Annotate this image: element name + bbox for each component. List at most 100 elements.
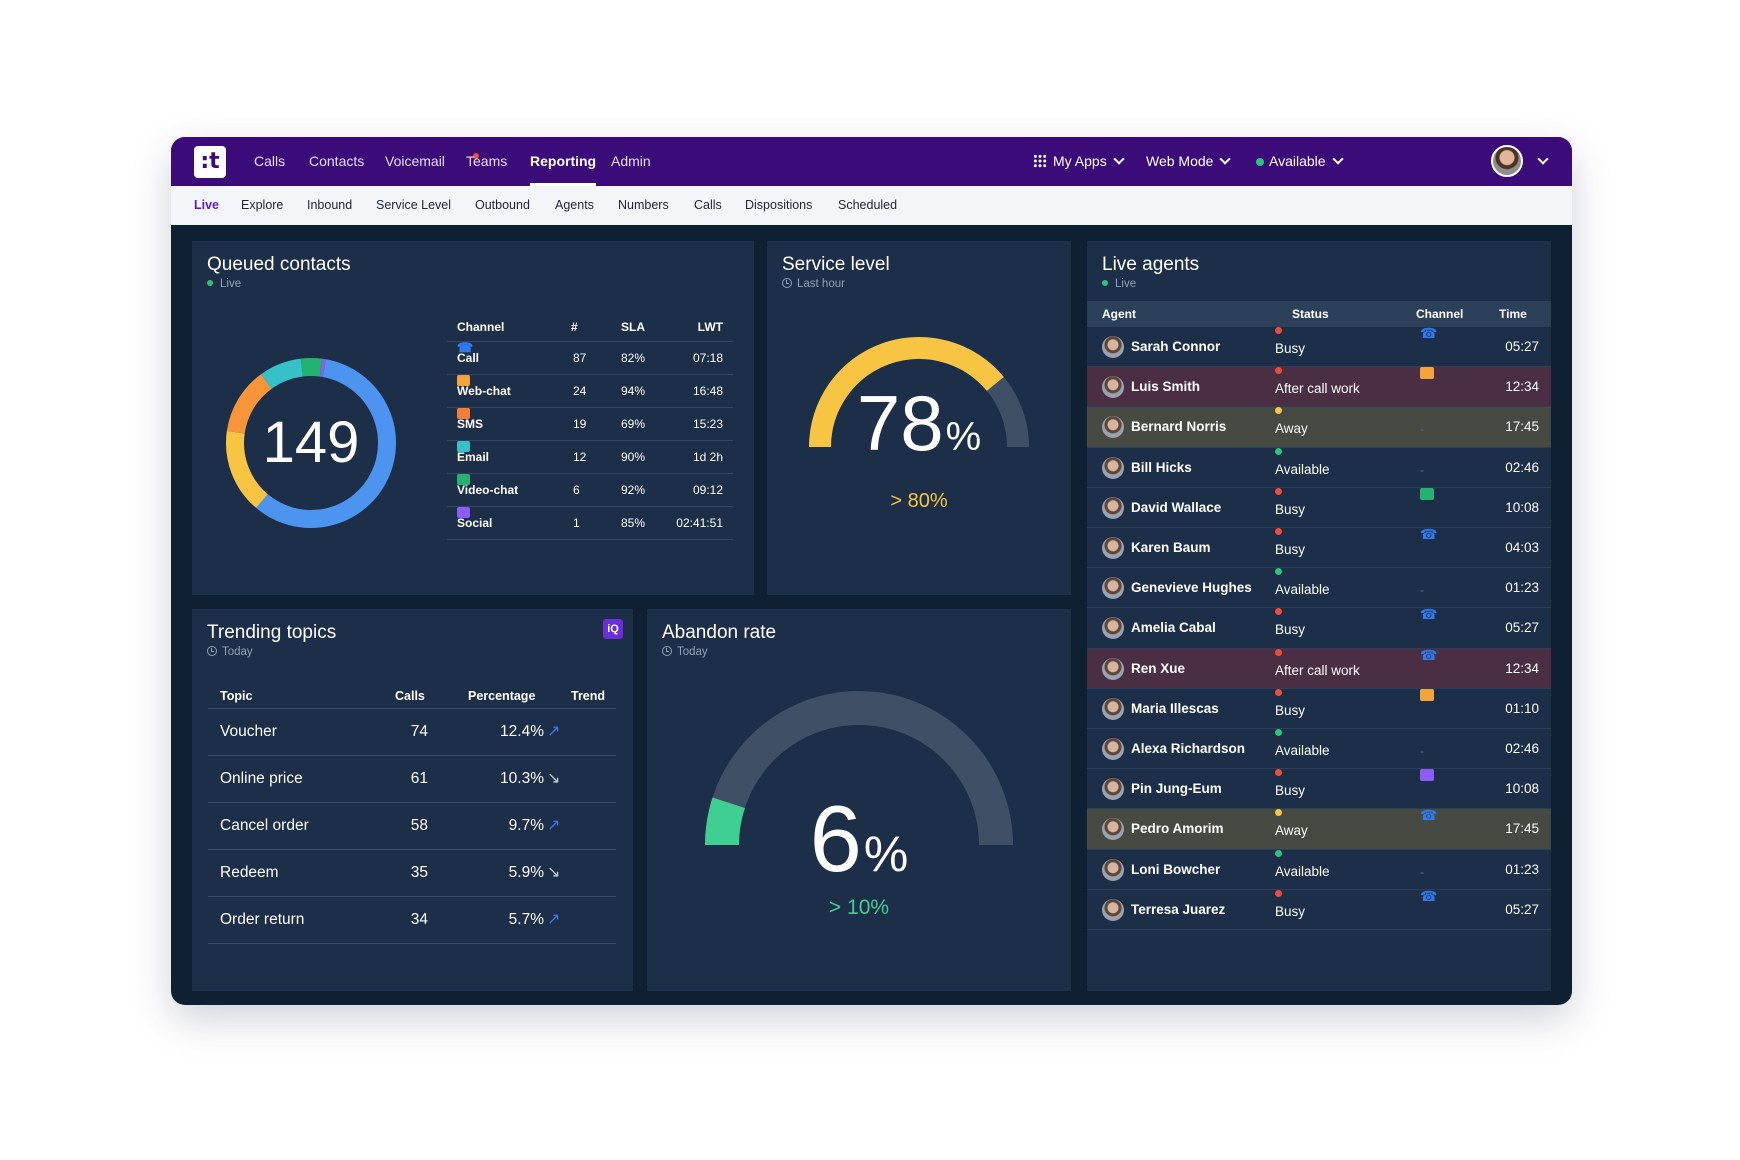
agent-avatar <box>1102 697 1124 720</box>
phone-icon: ☎ <box>1420 887 1438 904</box>
agent-row[interactable]: Pin Jung-Eum Busy 10:08 <box>1087 769 1551 810</box>
topic-cell: Order return <box>220 911 305 928</box>
agent-row[interactable]: Alexa Richardson Available - 02:46 <box>1087 729 1551 770</box>
user-avatar[interactable] <box>1491 145 1523 177</box>
agent-status: After call work <box>1275 648 1360 693</box>
trending-table-header: Topic Calls Percentage Trend <box>208 687 616 709</box>
subnav-calls[interactable]: Calls <box>694 198 722 212</box>
web-mode-menu[interactable]: Web Mode <box>1146 137 1232 186</box>
agent-status: Busy <box>1275 608 1305 652</box>
queued-table-row[interactable]: ☎ Call 87 82% 07:18 <box>447 341 733 375</box>
agent-time: 04:03 <box>1505 540 1539 555</box>
agent-row[interactable]: Terresa Juarez Busy ☎ 05:27 <box>1087 887 1551 930</box>
channel-label: Call <box>457 351 480 365</box>
queued-channel-table: Channel # SLA LWT ☎ Call 87 82% 07:18 Web-cha… <box>447 312 733 540</box>
trending-topic-row[interactable]: Cancel order 58 9.7% ↗ <box>208 803 616 850</box>
trend-up-icon: ↗ <box>547 817 561 834</box>
lwt-cell: 07:18 <box>692 351 723 365</box>
status-menu[interactable]: Available <box>1256 137 1344 186</box>
agent-row[interactable]: Bill Hicks Available - 02:46 <box>1087 447 1551 488</box>
subnav-service-level[interactable]: Service Level <box>376 198 452 212</box>
agent-status: Busy <box>1275 769 1305 813</box>
agent-avatar <box>1102 376 1124 399</box>
status-label: Available <box>1275 863 1330 879</box>
channel-cell: Social <box>457 507 492 540</box>
donut-slice-sms <box>226 374 272 434</box>
agent-status: Away <box>1275 407 1308 451</box>
agent-row[interactable]: Pedro Amorim Away ☎ 17:45 <box>1087 808 1551 850</box>
percentage-cell: 5.9% <box>508 864 544 881</box>
chevron-down-icon <box>1537 153 1549 165</box>
no-channel-dash: - <box>1420 422 1424 437</box>
abandon-rate-panel: Abandon rate Today 6% > 10% <box>647 609 1071 991</box>
subnav-outbound[interactable]: Outbound <box>475 198 530 212</box>
abandon-rate-gauge: 6% > 10% <box>705 691 1013 919</box>
agent-row[interactable]: Genevieve Hughes Available - 01:23 <box>1087 568 1551 609</box>
queued-table-row[interactable]: Web-chat 24 94% 16:48 <box>447 375 733 408</box>
subnav-numbers[interactable]: Numbers <box>618 198 669 212</box>
app-logo[interactable]: :t <box>194 146 226 178</box>
trending-topic-row[interactable]: Order return 34 5.7% ↗ <box>208 897 616 944</box>
agent-time: 12:34 <box>1505 379 1539 395</box>
agent-row[interactable]: Sarah Connor Busy ☎ 05:27 <box>1087 326 1551 368</box>
subnav-scheduled[interactable]: Scheduled <box>838 198 898 212</box>
agent-row[interactable]: Luis Smith After call work 12:34 <box>1087 367 1551 408</box>
agent-status: Available <box>1275 568 1330 612</box>
queued-table-row[interactable]: SMS 19 69% 15:23 <box>447 408 733 441</box>
nav-contacts[interactable]: Contacts <box>309 153 365 169</box>
agent-avatar <box>1102 416 1124 439</box>
queued-table-row[interactable]: Video-chat 6 92% 09:12 <box>447 474 733 507</box>
nav-calls[interactable]: Calls <box>254 153 286 169</box>
agent-avatar <box>1102 336 1124 358</box>
agent-row[interactable]: Ren Xue After call work ☎ 12:34 <box>1087 648 1551 689</box>
chevron-down-icon <box>1113 153 1125 165</box>
agent-row[interactable]: Amelia Cabal Busy ☎ 05:27 <box>1087 607 1551 649</box>
col-trend: Trend <box>571 689 606 703</box>
count-cell: 12 <box>573 450 587 464</box>
subnav-dispositions[interactable]: Dispositions <box>745 198 813 212</box>
no-channel-dash: - <box>1420 744 1424 758</box>
nav-admin[interactable]: Admin <box>611 153 651 169</box>
channel-label: Web-chat <box>457 384 511 398</box>
agent-row[interactable]: Loni Bowcher Available - 01:23 <box>1087 849 1551 890</box>
topic-cell: Online price <box>220 770 303 787</box>
nav-voicemail[interactable]: Voicemail <box>385 153 445 169</box>
lwt-cell: 15:23 <box>692 417 723 431</box>
queued-table-row[interactable]: Email 12 90% 1d 2h <box>447 441 733 474</box>
queued-table-row[interactable]: Social 1 85% 02:41:51 <box>447 507 733 540</box>
subnav-explore[interactable]: Explore <box>241 198 284 212</box>
email-icon <box>457 441 470 452</box>
percentage-cell: 9.7% <box>508 817 544 834</box>
trending-topic-row[interactable]: Voucher 74 12.4% ↗ <box>208 709 616 756</box>
user-menu-toggle[interactable] <box>1531 137 1549 186</box>
subnav-inbound[interactable]: Inbound <box>307 198 353 212</box>
agent-row[interactable]: Maria Illescas Busy 01:10 <box>1087 688 1551 729</box>
agent-time: 02:46 <box>1505 459 1539 475</box>
status-label: Away <box>1275 421 1308 437</box>
nav-teams[interactable]: Teams <box>466 153 508 169</box>
agent-row[interactable]: Bernard Norris Away - 17:45 <box>1087 407 1551 448</box>
iq-badge[interactable]: iQ <box>603 619 623 639</box>
period-label: Today <box>222 646 253 658</box>
agent-row[interactable]: David Wallace Busy 10:08 <box>1087 487 1551 528</box>
live-label: Live <box>220 278 242 290</box>
channel-label: Social <box>457 516 493 530</box>
agent-row[interactable]: Karen Baum Busy ☎ 04:03 <box>1087 527 1551 569</box>
status-label: Busy <box>1275 542 1306 557</box>
topic-cell: Redeem <box>220 864 279 881</box>
nav-reporting[interactable]: Reporting <box>530 137 597 186</box>
lwt-cell: 09:12 <box>692 483 723 497</box>
subnav-agents[interactable]: Agents <box>555 198 594 212</box>
trending-topics-period: Today <box>207 646 253 658</box>
trending-topics-title: Trending topics <box>207 622 337 643</box>
my-apps-menu[interactable]: My Apps <box>1033 137 1125 186</box>
service-level-target: > 80% <box>890 490 947 512</box>
agent-name: Pedro Amorim <box>1131 821 1224 837</box>
live-agents-panel: Live agents Live Agent Status Channel Ti… <box>1087 241 1551 991</box>
sub-nav: Live Explore Inbound Service Level Outbo… <box>171 186 1572 225</box>
no-channel-dash: - <box>1420 462 1424 477</box>
trending-topic-row[interactable]: Redeem 35 5.9% ↘ <box>208 850 616 897</box>
subnav-live[interactable]: Live <box>194 198 220 212</box>
trending-topic-row[interactable]: Online price 61 10.3% ↘ <box>208 756 616 803</box>
agent-time: 05:27 <box>1505 339 1539 354</box>
